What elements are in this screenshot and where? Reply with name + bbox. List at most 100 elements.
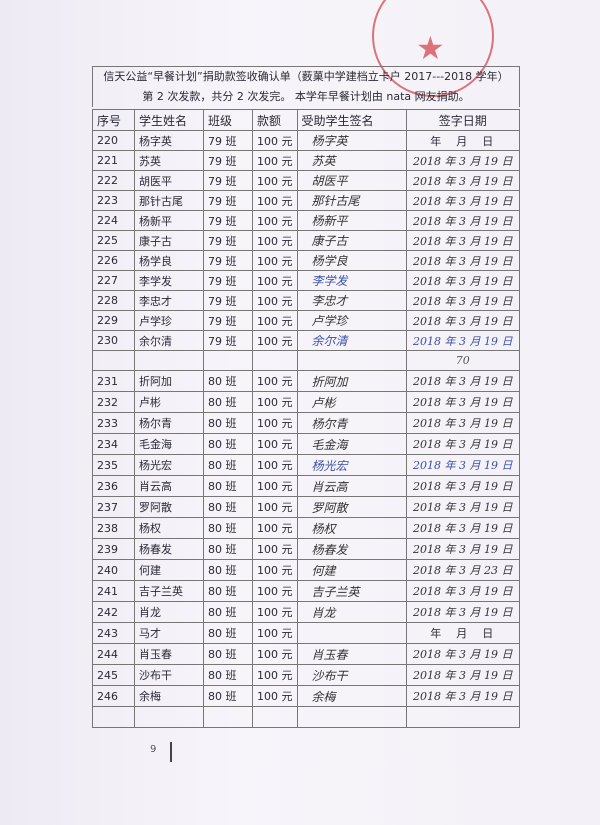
student-signature: 胡医平: [296, 170, 407, 191]
subtotal-note: 70: [405, 350, 520, 371]
row-number: 220: [92, 130, 135, 151]
sign-date: 2018 年 3 月 19 日: [405, 454, 520, 476]
amount: 100 元: [252, 475, 298, 497]
class: 80 班: [203, 622, 253, 644]
sign-date: 2018 年 3 月 19 日: [405, 310, 520, 331]
header-class: 班级: [203, 109, 253, 131]
table-row: 222 胡医平 79 班 100 元胡医平 2018 年 3 月 19 日: [92, 170, 520, 191]
student-signature: 肖云高: [296, 475, 407, 497]
row-number: 229: [92, 310, 135, 331]
sign-date: 2018 年 3 月 19 日: [405, 150, 520, 171]
sign-date: 2018 年 3 月 19 日: [405, 517, 520, 539]
table-row: 242 肖龙 80 班 100 元肖龙 2018 年 3 月 19 日: [92, 601, 520, 623]
title-line-1: 信天公益“早餐计划”捐助款签收确认单（薮菓中学建档立卡户 2017---2018…: [103, 70, 509, 83]
student-signature: 苏英: [296, 150, 407, 171]
row-number: 227: [92, 270, 135, 291]
amount: 100 元: [252, 580, 298, 602]
class: 79 班: [203, 130, 253, 151]
table-row: 224 杨新平 79 班 100 元杨新平 2018 年 3 月 19 日: [92, 210, 520, 231]
class: 79 班: [203, 330, 253, 351]
table-row: 246 余梅 80 班 100 元余梅 2018 年 3 月 19 日: [92, 685, 520, 707]
table-row: 223 那针古尾 79 班 100 元那针古尾 2018 年 3 月 19 日: [92, 190, 520, 211]
row-number: 238: [92, 517, 135, 539]
amount: 100 元: [252, 330, 298, 351]
sign-date: 2018 年 3 月 19 日: [405, 170, 520, 191]
sign-date: 2018 年 3 月 19 日: [405, 290, 520, 311]
table-row: 226 杨学良 79 班 100 元杨学良 2018 年 3 月 19 日: [92, 250, 520, 271]
header-row: 序号 学生姓名 班级 款额 受助学生签名 签字日期: [92, 109, 520, 131]
sign-date: 2018 年 3 月 19 日: [405, 370, 520, 392]
amount: 100 元: [252, 643, 298, 665]
student-signature: 肖龙: [296, 601, 407, 623]
row-number: 240: [92, 559, 135, 581]
table-row: 235 杨光宏 80 班 100 元杨光宏 2018 年 3 月 19 日: [92, 454, 520, 476]
class: 80 班: [203, 538, 253, 560]
class: 80 班: [203, 391, 253, 413]
sign-date: 年 月 日: [405, 130, 520, 151]
table-row: 234 毛金海 80 班 100 元毛金海 2018 年 3 月 19 日: [92, 433, 520, 455]
row-number: 239: [92, 538, 135, 560]
student-signature: 李忠才: [296, 290, 407, 311]
amount: 100 元: [252, 230, 298, 251]
amount: 100 元: [252, 270, 298, 291]
amount: 100 元: [252, 250, 298, 271]
student-signature: 康子古: [296, 230, 407, 251]
class: 79 班: [203, 170, 253, 191]
row-number: 233: [92, 412, 135, 434]
header-date: 签字日期: [405, 109, 520, 131]
row-number: 222: [92, 170, 135, 191]
header-signature: 受助学生签名: [296, 109, 407, 131]
sign-date: 2018 年 3 月 19 日: [405, 601, 520, 623]
student-name: 余梅: [134, 685, 204, 707]
student-name: 马才: [134, 622, 204, 644]
student-name: 卢彬: [134, 391, 204, 413]
receipt-table: 序号 学生姓名 班级 款额 受助学生签名 签字日期 220 杨字英 79 班 100 …: [92, 109, 520, 728]
table-row: 239 杨春发 80 班 100 元杨春发 2018 年 3 月 19 日: [92, 538, 520, 560]
class: 80 班: [203, 685, 253, 707]
sign-date: 2018 年 3 月 19 日: [405, 538, 520, 560]
amount: 100 元: [252, 210, 298, 231]
table-row: 231 折阿加 80 班 100 元折阿加 2018 年 3 月 19 日: [92, 370, 520, 392]
sign-date: 2018 年 3 月 19 日: [405, 643, 520, 665]
sign-date: 2018 年 3 月 19 日: [405, 412, 520, 434]
student-name: 杨字英: [134, 130, 204, 151]
student-name: 杨春发: [134, 538, 204, 560]
student-name: 杨权: [134, 517, 204, 539]
amount: 100 元: [252, 412, 298, 434]
table-row: 240 何建 80 班 100 元何建 2018 年 3 月 23 日: [92, 559, 520, 581]
header-no: 序号: [92, 109, 135, 131]
class: 79 班: [203, 210, 253, 231]
row-number: 243: [92, 622, 135, 644]
row-number: 237: [92, 496, 135, 518]
student-name: 康子古: [134, 230, 204, 251]
table-row: 230 余尔清 79 班 100 元余尔清 2018 年 3 月 19 日: [92, 330, 520, 351]
amount: 100 元: [252, 517, 298, 539]
sign-date: 2018 年 3 月 19 日: [405, 230, 520, 251]
class: 79 班: [203, 310, 253, 331]
amount: 100 元: [252, 130, 298, 151]
page-number: 9: [150, 744, 157, 755]
student-name: 卢学珍: [134, 310, 204, 331]
student-name: 肖龙: [134, 601, 204, 623]
sign-date: 2018 年 3 月 19 日: [405, 496, 520, 518]
class: 79 班: [203, 150, 253, 171]
student-signature: 杨权: [296, 517, 407, 539]
student-signature: 余尔清: [296, 330, 407, 351]
table-row: 232 卢彬 80 班 100 元卢彬 2018 年 3 月 19 日: [92, 391, 520, 413]
row-number: 236: [92, 475, 135, 497]
sign-date: 2018 年 3 月 19 日: [405, 270, 520, 291]
student-signature: 杨学良: [296, 250, 407, 271]
student-name: 吉子兰英: [134, 580, 204, 602]
student-name: 何建: [134, 559, 204, 581]
student-signature: 杨春发: [296, 538, 407, 560]
table-row: 229 卢学珍 79 班 100 元卢学珍 2018 年 3 月 19 日: [92, 310, 520, 331]
blank-row: [92, 706, 520, 728]
amount: 100 元: [252, 601, 298, 623]
table-row: 228 李忠才 79 班 100 元李忠才 2018 年 3 月 19 日: [92, 290, 520, 311]
sign-date: 2018 年 3 月 19 日: [405, 580, 520, 602]
student-signature: 杨光宏: [296, 454, 407, 476]
amount: 100 元: [252, 664, 298, 686]
class: 80 班: [203, 496, 253, 518]
student-name: 杨尔青: [134, 412, 204, 434]
student-name: 余尔清: [134, 330, 204, 351]
